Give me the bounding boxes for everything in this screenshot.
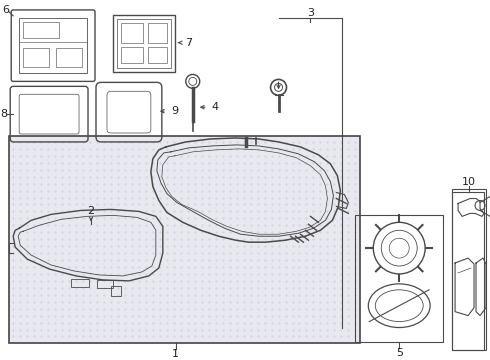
Bar (452, 192, 484, 350)
Text: 2: 2 (87, 206, 95, 216)
Bar (9, 136, 360, 343)
Bar (148, 23, 167, 43)
Bar (113, 15, 175, 72)
Bar (148, 47, 167, 63)
Bar (97, 280, 113, 288)
Bar (71, 279, 89, 287)
Bar (117, 19, 171, 68)
Bar (23, 22, 59, 38)
Text: 9: 9 (171, 106, 178, 116)
Bar (111, 286, 121, 296)
Bar (23, 48, 49, 67)
Text: 10: 10 (462, 177, 476, 186)
Bar (56, 48, 82, 67)
Text: 8: 8 (0, 109, 8, 119)
Bar (121, 47, 143, 63)
Bar (19, 18, 87, 73)
Text: 4: 4 (212, 102, 219, 112)
Text: 5: 5 (396, 348, 403, 358)
Text: 7: 7 (185, 38, 192, 48)
Bar (9, 136, 360, 343)
Text: 6: 6 (3, 5, 10, 15)
Bar (121, 23, 143, 43)
Text: 3: 3 (307, 8, 314, 18)
Text: 1: 1 (172, 349, 179, 359)
Bar (452, 189, 486, 350)
Bar (355, 215, 443, 342)
Bar (452, 192, 484, 345)
